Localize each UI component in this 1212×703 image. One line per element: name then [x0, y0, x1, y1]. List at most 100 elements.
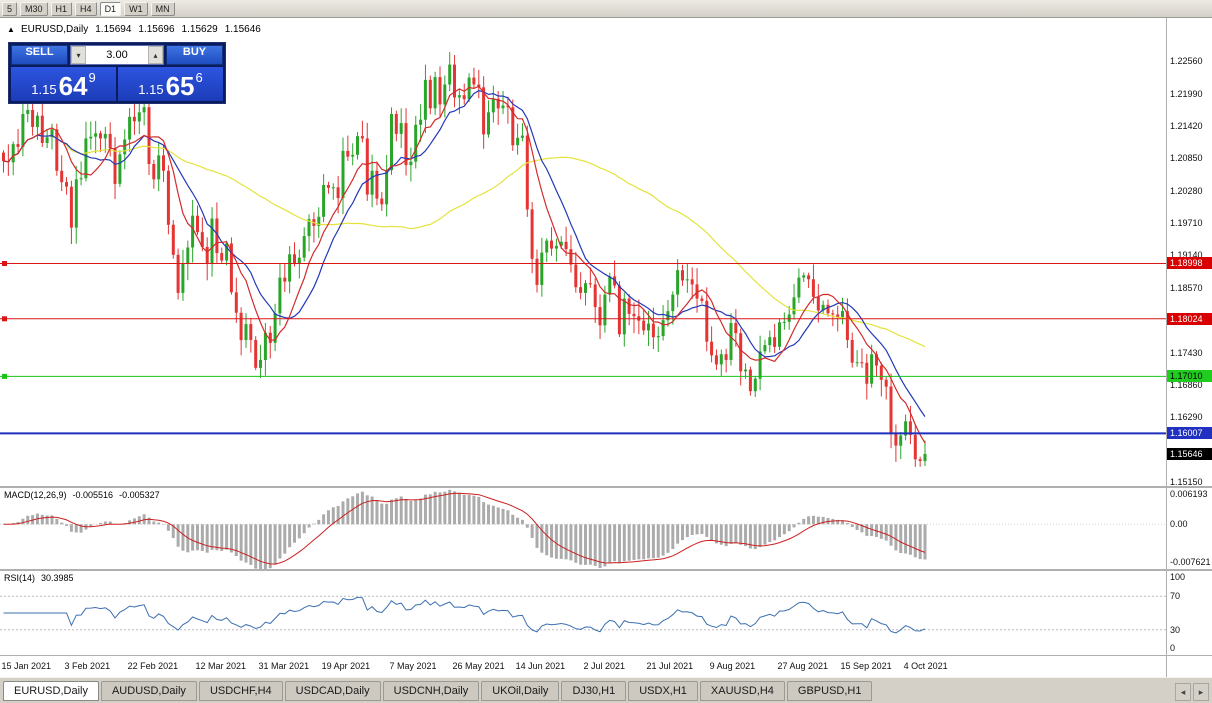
- chart-tab-usdcad-daily[interactable]: USDCAD,Daily: [284, 681, 381, 701]
- timeframe-button-h4[interactable]: H4: [75, 1, 97, 16]
- macd-axis-zero: 0.00: [1170, 519, 1188, 529]
- timeframe-toolbar: 5 M30 H1 H4 D1 W1 MN: [0, 0, 1212, 17]
- macd-scale[interactable]: 0.006193 0.00 -0.007621: [1166, 488, 1212, 569]
- date-label: 26 May 2021: [452, 661, 505, 671]
- date-label: 7 May 2021: [389, 661, 437, 671]
- price-tick: 1.17430: [1170, 347, 1203, 358]
- date-label: 14 Jun 2021: [515, 661, 566, 671]
- timeframe-button-h1[interactable]: H1: [50, 1, 73, 16]
- bar-open: 1.15694: [95, 24, 132, 35]
- chart-tab-gbpusd-h1[interactable]: GBPUSD,H1: [786, 681, 873, 701]
- moving-average-8: [3, 85, 926, 444]
- candlestick-chart[interactable]: [0, 18, 1166, 486]
- price-tick: 1.19140: [1170, 250, 1203, 261]
- bar-high: 1.15696: [138, 24, 175, 35]
- chart-tab-audusd-daily[interactable]: AUDUSD,Daily: [100, 681, 197, 701]
- price-tag-1.15646: 1.15646: [1167, 447, 1212, 460]
- buy-price-prefix: 1.15: [138, 82, 164, 97]
- rsi-axis-0: 0: [1170, 643, 1176, 653]
- price-tick: 1.20280: [1170, 185, 1203, 196]
- chart-tab-xauusd-h4[interactable]: XAUUSD,H4: [699, 681, 785, 701]
- bar-low: 1.15629: [181, 24, 218, 35]
- buy-price[interactable]: 1.15 65 6: [118, 67, 223, 101]
- rsi-axis-100: 100: [1170, 572, 1186, 582]
- price-tick: 1.16290: [1170, 412, 1203, 423]
- price-tick: 1.21420: [1170, 120, 1203, 131]
- rsi-indicator-chart[interactable]: [0, 571, 1166, 655]
- price-tick: 1.22560: [1170, 56, 1203, 67]
- price-tick: 1.16860: [1170, 379, 1203, 390]
- timeframe-button-m30[interactable]: M30: [20, 1, 48, 16]
- chart-tab-dj30-h1[interactable]: DJ30,H1: [561, 681, 627, 701]
- macd-pane[interactable]: MACD(12,26,9) -0.005516 -0.005327: [0, 488, 1166, 569]
- volume-increase-button[interactable]: ▴: [148, 46, 163, 64]
- date-label: 22 Feb 2021: [127, 661, 179, 671]
- date-label: 31 Mar 2021: [258, 661, 310, 671]
- price-tick: 1.19710: [1170, 218, 1203, 229]
- date-label: 15 Jan 2021: [1, 661, 52, 671]
- rsi-name: RSI(14): [4, 573, 36, 583]
- price-scale[interactable]: 1.22560 1.21990 1.21420 1.20850 1.20280 1.197…: [1166, 18, 1212, 488]
- tabs-scroll-left-button[interactable]: ◂: [1175, 683, 1191, 701]
- chart-tab-ukoil-daily[interactable]: UKOil,Daily: [481, 681, 560, 701]
- timeframe-button-5[interactable]: 5: [2, 1, 18, 16]
- rsi-value: 30.3985: [41, 573, 74, 583]
- tabs-scroll-right-button[interactable]: ▸: [1193, 683, 1209, 701]
- timeframe-button-w1[interactable]: W1: [124, 1, 148, 16]
- sell-price-prefix: 1.15: [31, 82, 57, 97]
- volume-value[interactable]: 3.00: [106, 49, 128, 61]
- price-tick: 1.20850: [1170, 153, 1203, 164]
- chart-tab-usdcnh-daily[interactable]: USDCNH,Daily: [382, 681, 480, 701]
- chart-tab-eurusd-daily[interactable]: EURUSD,Daily: [3, 681, 99, 701]
- date-label: 15 Sep 2021: [840, 661, 892, 671]
- chart-tab-usdx-h1[interactable]: USDX,H1: [628, 681, 698, 701]
- chart-title: EURUSD,Daily 1.15694 1.15696 1.15629 1.15646: [21, 24, 268, 35]
- main-chart-pane[interactable]: ▲ EURUSD,Daily 1.15694 1.15696 1.15629 1.156…: [0, 18, 1166, 486]
- pane-splitter[interactable]: [0, 486, 1212, 488]
- macd-axis-max: 0.006193: [1170, 489, 1208, 499]
- one-click-collapse-arrow-icon[interactable]: ▲: [7, 25, 15, 34]
- sell-button[interactable]: SELL: [11, 45, 68, 65]
- chart-tab-usdchf-h4[interactable]: USDCHF,H4: [198, 681, 283, 701]
- time-scale[interactable]: 15 Jan 2021 3 Feb 2021 22 Feb 2021 12 Mar 2…: [0, 656, 1166, 677]
- volume-decrease-button[interactable]: ▾: [71, 46, 86, 64]
- date-label: 3 Feb 2021: [64, 661, 111, 671]
- bar-close: 1.15646: [224, 24, 261, 35]
- moving-average-13: [3, 90, 926, 417]
- date-label: 9 Aug 2021: [709, 661, 756, 671]
- date-label: 27 Aug 2021: [777, 661, 829, 671]
- chart-tabs-bar: EURUSD,Daily AUDUSD,Daily USDCHF,H4 USDCAD,…: [0, 677, 1212, 703]
- date-label: 2 Jul 2021: [583, 661, 626, 671]
- price-tick: 1.18570: [1170, 282, 1203, 293]
- time-scale-corner: [1166, 656, 1212, 677]
- macd-value-main: -0.005516: [72, 490, 114, 500]
- date-label: 19 Apr 2021: [321, 661, 371, 671]
- price-tick: 1.21990: [1170, 88, 1203, 99]
- date-label: 4 Oct 2021: [903, 661, 948, 671]
- rsi-axis-70: 70: [1170, 591, 1181, 601]
- date-label: 21 Jul 2021: [646, 661, 694, 671]
- rsi-pane[interactable]: RSI(14) 30.3985: [0, 571, 1166, 655]
- rsi-scale[interactable]: 100 70 30 0: [1166, 571, 1212, 655]
- sell-price-pips: 64: [58, 71, 88, 101]
- timeframe-button-mn[interactable]: MN: [150, 1, 175, 16]
- macd-indicator-chart[interactable]: [0, 488, 1166, 569]
- volume-stepper[interactable]: ▾ 3.00 ▴: [70, 45, 164, 65]
- rsi-axis-30: 30: [1170, 625, 1181, 635]
- chart-area: ▲ EURUSD,Daily 1.15694 1.15696 1.15629 1.156…: [0, 17, 1212, 677]
- sell-price[interactable]: 1.15 64 9: [11, 67, 116, 101]
- chart-symbol-period: EURUSD,Daily: [21, 24, 89, 35]
- tabs-navigation: ◂ ▸: [1170, 683, 1209, 701]
- date-label: 12 Mar 2021: [195, 661, 247, 671]
- price-tag-1.17010: 1.17010: [1167, 370, 1212, 383]
- moving-average-55: [3, 134, 926, 348]
- price-tag-1.18998: 1.18998: [1167, 257, 1212, 270]
- price-tick: 1.15150: [1170, 477, 1203, 488]
- macd-name: MACD(12,26,9): [4, 490, 67, 500]
- pane-splitter[interactable]: [0, 569, 1212, 571]
- buy-button[interactable]: BUY: [166, 45, 223, 65]
- price-tag-1.16007: 1.16007: [1167, 427, 1212, 440]
- price-tag-1.18024: 1.18024: [1167, 312, 1212, 325]
- timeframe-button-d1[interactable]: D1: [99, 1, 122, 16]
